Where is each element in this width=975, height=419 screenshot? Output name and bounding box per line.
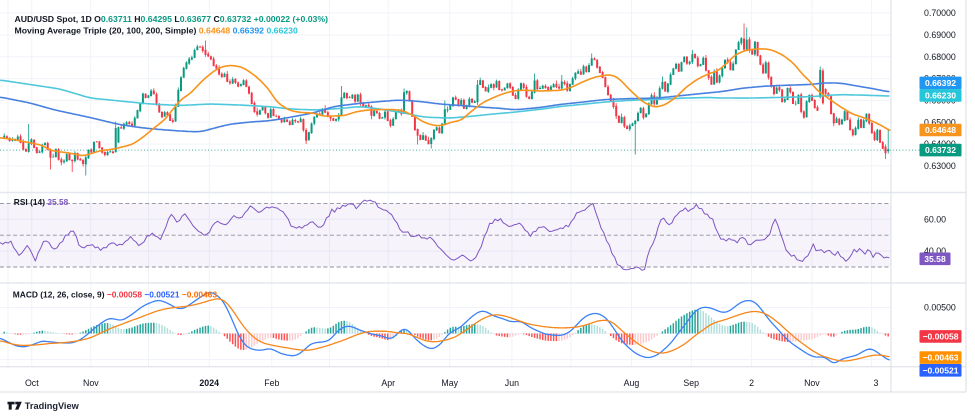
svg-text:Apr: Apr <box>381 378 395 388</box>
svg-text:−0.00521: −0.00521 <box>922 365 958 375</box>
svg-text:0.66230: 0.66230 <box>925 91 956 101</box>
svg-text:2024: 2024 <box>199 378 219 388</box>
svg-text:AUD/USD Spot, 1D O0.63711 H0: AUD/USD Spot, 1D O0.63711 H0.64295 L0.63… <box>15 14 329 24</box>
svg-text:Jun: Jun <box>505 378 519 388</box>
svg-text:0.00500: 0.00500 <box>924 303 956 313</box>
svg-text:Oct: Oct <box>25 378 39 388</box>
svg-text:Nov: Nov <box>804 378 820 388</box>
svg-text:Sep: Sep <box>683 378 699 388</box>
svg-text:MACD (12, 26, close, 9) −0.00: MACD (12, 26, close, 9) −0.00058 −0.0052… <box>13 290 218 300</box>
svg-text:TradingView: TradingView <box>25 401 80 411</box>
svg-text:−0.00463: −0.00463 <box>922 353 958 363</box>
svg-text:Nov: Nov <box>83 378 99 388</box>
svg-text:60.00: 60.00 <box>924 214 946 224</box>
svg-text:0.65000: 0.65000 <box>924 117 956 127</box>
svg-text:Feb: Feb <box>264 378 279 388</box>
svg-text:0.70000: 0.70000 <box>924 8 956 18</box>
svg-text:0.63000: 0.63000 <box>924 161 956 171</box>
svg-text:0.66392: 0.66392 <box>925 78 956 88</box>
svg-text:2: 2 <box>749 378 754 388</box>
svg-text:0.68000: 0.68000 <box>924 52 956 62</box>
svg-text:40.00: 40.00 <box>924 246 946 256</box>
svg-text:35.58: 35.58 <box>924 254 946 264</box>
svg-text:RSI (14) 35.58: RSI (14) 35.58 <box>14 197 69 207</box>
svg-text:May: May <box>441 378 458 388</box>
svg-text:Moving Average Triple (20, 100: Moving Average Triple (20, 100, 200, Sim… <box>15 26 299 36</box>
svg-text:Aug: Aug <box>624 378 640 388</box>
svg-text:3: 3 <box>874 378 879 388</box>
svg-text:−0.00058: −0.00058 <box>922 332 958 342</box>
svg-text:0.69000: 0.69000 <box>924 30 956 40</box>
svg-text:0.63732: 0.63732 <box>925 145 956 155</box>
svg-text:0.64648: 0.64648 <box>925 125 956 135</box>
